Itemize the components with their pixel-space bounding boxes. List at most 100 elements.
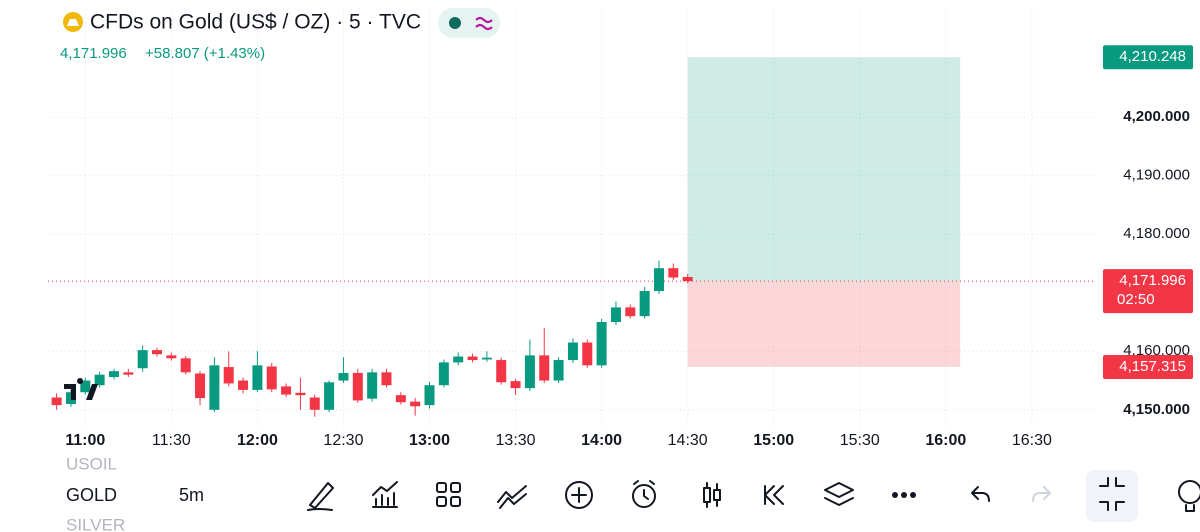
candle-body xyxy=(108,371,119,378)
candle-body xyxy=(496,360,507,383)
layout-tool[interactable] xyxy=(436,482,461,507)
candle-body xyxy=(80,380,91,393)
candle-body xyxy=(367,372,378,399)
candle-body xyxy=(539,355,550,381)
candle-body xyxy=(180,358,191,373)
compare-tool[interactable] xyxy=(497,485,527,509)
x-tick-label: 12:30 xyxy=(323,432,363,449)
last-price: 4,171.996 xyxy=(60,45,127,62)
symbol-option[interactable]: USOIL xyxy=(66,454,117,473)
candle-body xyxy=(653,268,664,292)
x-tick-label: 15:00 xyxy=(753,432,794,449)
header: CFDs on Gold (US$ / OZ) · 5 · TVC 4,171.… xyxy=(60,8,500,62)
candle-body xyxy=(625,307,636,317)
candle-body xyxy=(438,362,449,386)
candle-body xyxy=(410,401,421,407)
candle-body xyxy=(51,397,62,406)
x-tick-label: 13:00 xyxy=(409,432,450,449)
candle-body xyxy=(252,365,263,390)
candle-body xyxy=(381,372,392,386)
candle-body xyxy=(65,392,76,404)
tradingview-logo xyxy=(64,378,98,400)
candle-body xyxy=(209,365,220,410)
candle-body xyxy=(567,342,578,361)
candle-body xyxy=(266,366,277,390)
position-stop-zone xyxy=(687,281,961,367)
candle-body xyxy=(481,357,492,360)
indicators-tool[interactable] xyxy=(372,481,398,508)
layers-tool[interactable] xyxy=(824,482,854,506)
candle-body xyxy=(639,291,650,317)
position-target-zone xyxy=(687,57,961,282)
x-tick-label: 13:30 xyxy=(496,432,536,449)
stop-badge-label: 4,157.315 xyxy=(1119,358,1186,375)
status-pill[interactable] xyxy=(438,8,500,38)
fullscreen-button[interactable] xyxy=(1086,470,1138,522)
candle-body xyxy=(166,355,177,359)
price-badge-label: 4,171.996 xyxy=(1119,272,1186,289)
candle-body xyxy=(682,276,693,282)
y-tick-label: 4,190.000 xyxy=(1123,167,1190,184)
candle-body xyxy=(152,350,163,355)
bottom-toolbar: USOIL GOLD SILVER 5m xyxy=(66,454,1200,532)
x-tick-label: 14:00 xyxy=(581,432,622,449)
draw-tool[interactable] xyxy=(307,482,334,511)
target-badge xyxy=(1103,45,1193,70)
candle-body xyxy=(137,350,148,369)
candle-body xyxy=(352,372,363,401)
chart-type-tool[interactable] xyxy=(703,482,721,508)
replay-tool[interactable] xyxy=(764,485,784,505)
chart: 4,150.0004,160.0004,180.0004,190.0004,20… xyxy=(48,10,1193,449)
candle-body xyxy=(195,373,206,399)
candle-body xyxy=(582,342,593,366)
y-tick-label: 4,180.000 xyxy=(1123,225,1190,242)
candle-body xyxy=(94,374,105,386)
x-tick-label: 14:30 xyxy=(668,432,708,449)
price-change: +58.807 (+1.43%) xyxy=(145,45,265,62)
candle-body xyxy=(524,355,535,389)
delayed-icon xyxy=(475,16,493,31)
x-tick-label: 11:30 xyxy=(152,432,191,449)
redo-tool[interactable] xyxy=(1032,486,1051,502)
candle-body xyxy=(453,356,464,363)
ideas-tool[interactable] xyxy=(1178,480,1200,512)
candle-body xyxy=(295,392,306,396)
candle-body xyxy=(596,322,607,366)
candle-body xyxy=(467,356,478,361)
symbol-selected[interactable]: GOLD xyxy=(66,485,117,505)
candle-body xyxy=(510,381,521,389)
candle-body xyxy=(668,268,679,278)
candle-body xyxy=(281,386,292,395)
market-open-dot xyxy=(449,17,461,29)
x-tick-label: 15:30 xyxy=(840,432,880,449)
undo-tool[interactable] xyxy=(971,486,990,502)
candle-body xyxy=(424,385,435,406)
symbol-icon-glyph xyxy=(67,19,79,26)
candle-body xyxy=(223,367,234,384)
candle-body xyxy=(395,395,406,403)
collapse-icon xyxy=(1099,477,1125,511)
candle-body xyxy=(238,380,249,390)
x-tick-label: 12:00 xyxy=(237,432,278,449)
x-tick-label: 16:30 xyxy=(1012,432,1052,449)
symbol-option[interactable]: SILVER xyxy=(66,515,125,532)
add-tool[interactable] xyxy=(565,481,593,509)
price-badge-countdown: 02:50 xyxy=(1117,291,1155,308)
candle-body xyxy=(553,360,564,381)
x-tick-label: 11:00 xyxy=(65,432,105,449)
candle-body xyxy=(309,397,320,410)
interval[interactable]: 5m xyxy=(179,485,204,505)
candle-body xyxy=(123,372,134,375)
alert-tool[interactable] xyxy=(632,480,656,508)
stop-badge xyxy=(1103,354,1193,379)
y-tick-label: 4,200.000 xyxy=(1123,108,1190,125)
candle-body xyxy=(324,382,335,410)
more-tool[interactable] xyxy=(892,492,916,498)
price-badge xyxy=(1103,269,1193,314)
x-tick-label: 16:00 xyxy=(925,432,966,449)
y-tick-label: 4,150.000 xyxy=(1123,401,1190,418)
candle-body xyxy=(338,372,349,381)
symbol-title: CFDs on Gold (US$ / OZ) · 5 · TVC xyxy=(90,11,421,34)
target-badge-label: 4,210.248 xyxy=(1119,48,1186,65)
